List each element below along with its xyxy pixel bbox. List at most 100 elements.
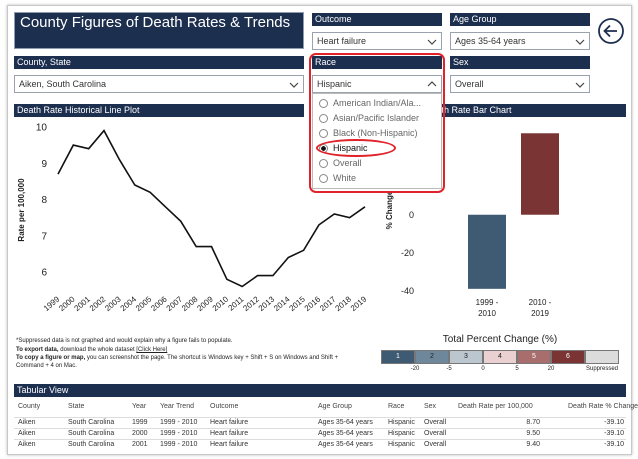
table-cell: Overall — [424, 419, 447, 426]
race-option[interactable]: Asian/Pacific Islander — [333, 113, 420, 123]
race-option[interactable]: American Indian/Ala... — [333, 98, 422, 108]
table-cell: -39.10 — [604, 441, 624, 448]
legend-swatch: 5 — [517, 350, 551, 364]
table-cell: 8.70 — [526, 419, 540, 426]
legend-title: Total Percent Change (%) — [442, 334, 558, 345]
chevron-path — [289, 82, 299, 88]
table-cell: Heart failure — [210, 430, 249, 437]
title-box — [14, 12, 304, 49]
filter-label: County, State — [14, 56, 304, 69]
filter-dropdown[interactable]: Overall — [450, 75, 590, 93]
table-cell: Overall — [424, 441, 447, 448]
table-cell: South Carolina — [68, 430, 115, 437]
legend-swatch: 6 — [551, 350, 585, 364]
race-option[interactable]: Black (Non-Hispanic) — [333, 128, 418, 138]
y-tick-label: 7 — [41, 231, 47, 242]
table-cell: 9.40 — [526, 441, 540, 448]
bar-y-tick-label: -20 — [401, 248, 414, 258]
line-series — [57, 129, 366, 288]
legend-swatch: 4 — [483, 350, 517, 364]
legend-swatch: 3 — [449, 350, 483, 364]
frame — [7, 5, 632, 455]
table-cell: Heart failure — [210, 441, 249, 448]
back-arrow — [603, 24, 617, 38]
y-axis-label: Rate per 100,000 — [17, 178, 26, 242]
dashboard-title: County Figures of Death Rates & Trends — [20, 14, 291, 31]
table-header: Outcome — [210, 403, 239, 410]
note-copy-bold: To copy a figure or map, — [16, 355, 86, 361]
bar-category-label: 2010 - 2019 — [528, 298, 552, 318]
x-tick-label: 2019 — [349, 294, 369, 313]
legend-break-label: 20 — [547, 366, 555, 372]
bar-y-tick-label: -40 — [401, 286, 414, 296]
table-cell: -39.10 — [604, 419, 624, 426]
chevron — [427, 81, 437, 87]
table-cell: Hispanic — [388, 419, 415, 426]
note-export-text: download the whole dataset — [58, 347, 137, 353]
table-header: Year — [132, 403, 147, 410]
radio[interactable] — [319, 99, 328, 108]
table-row-line — [14, 428, 626, 429]
filter-dropdown[interactable]: Aiken, South Carolina — [14, 75, 304, 93]
bar-y-tick-label: 0 — [409, 210, 414, 220]
table-cell: Overall — [424, 430, 447, 437]
bar-y-axis-label: % Change — [385, 190, 394, 229]
chevron-path — [575, 39, 585, 45]
table-cell: Aiken — [18, 441, 36, 448]
table-header: Age Group — [318, 403, 352, 410]
filter-dropdown[interactable]: Hispanic — [312, 75, 442, 93]
bar-category-label: 1999 - 2010 — [475, 298, 499, 318]
radio[interactable] — [319, 159, 328, 168]
radio[interactable] — [319, 114, 328, 123]
legend-swatch-suppressed — [585, 350, 619, 364]
chevron — [575, 39, 585, 45]
table-cell: 2000 — [132, 430, 148, 437]
table-cell: -39.10 — [604, 430, 624, 437]
race-option[interactable]: Overall — [333, 158, 362, 168]
chevron — [427, 39, 437, 45]
note-export-bold: To export data, — [16, 347, 59, 353]
export-link[interactable]: [Click Here] — [136, 347, 168, 353]
table-cell: South Carolina — [68, 441, 115, 448]
radio[interactable] — [319, 174, 328, 183]
chevron-path — [427, 81, 437, 87]
selection-highlight — [316, 139, 396, 157]
table-header: Race — [388, 403, 405, 410]
table-header: Sex — [424, 403, 437, 410]
table-cell: Aiken — [18, 419, 36, 426]
race-option[interactable]: White — [333, 173, 357, 183]
legend-break-label: -20 — [410, 366, 420, 372]
filter-dropdown[interactable]: Ages 35-64 years — [450, 32, 590, 50]
radio[interactable] — [319, 129, 328, 138]
y-tick-label: 8 — [41, 195, 47, 206]
table-title: Tabular View — [14, 384, 626, 397]
table-cell: Ages 35-64 years — [318, 419, 373, 426]
y-tick-label: 6 — [41, 268, 47, 279]
table-cell: Hispanic — [388, 430, 415, 437]
filter-label: Race — [312, 56, 442, 69]
table-cell: 1999 - 2010 — [160, 441, 198, 448]
legend-break-label: -5 — [446, 366, 452, 372]
chevron — [575, 82, 585, 88]
table-cell: 1999 - 2010 — [160, 419, 198, 426]
table-header: State — [68, 403, 85, 410]
note-copy-text: you can screenshot the page. The shortcu… — [16, 355, 339, 369]
legend-suppressed-label: Suppressed — [585, 366, 619, 372]
y-tick-label: 9 — [41, 159, 47, 170]
table-cell: 2001 — [132, 441, 148, 448]
filter-dropdown[interactable]: Heart failure — [312, 32, 442, 50]
legend-break-label: 0 — [481, 366, 485, 372]
table-cell: South Carolina — [68, 419, 115, 426]
back-button[interactable] — [597, 17, 625, 45]
note-export: To export data, download the whole datas… — [16, 346, 316, 354]
legend-break-label: 5 — [515, 366, 519, 372]
filter-label: Sex — [450, 56, 590, 69]
table-row-line — [14, 417, 626, 418]
chevron-path — [575, 82, 585, 88]
note-suppressed: *Suppressed data is not graphed and woul… — [16, 338, 233, 344]
table-cell: Aiken — [18, 430, 36, 437]
table-cell: 1999 — [132, 419, 148, 426]
table-header: County — [18, 403, 41, 410]
note-copy: To copy a figure or map, you can screens… — [16, 354, 341, 370]
